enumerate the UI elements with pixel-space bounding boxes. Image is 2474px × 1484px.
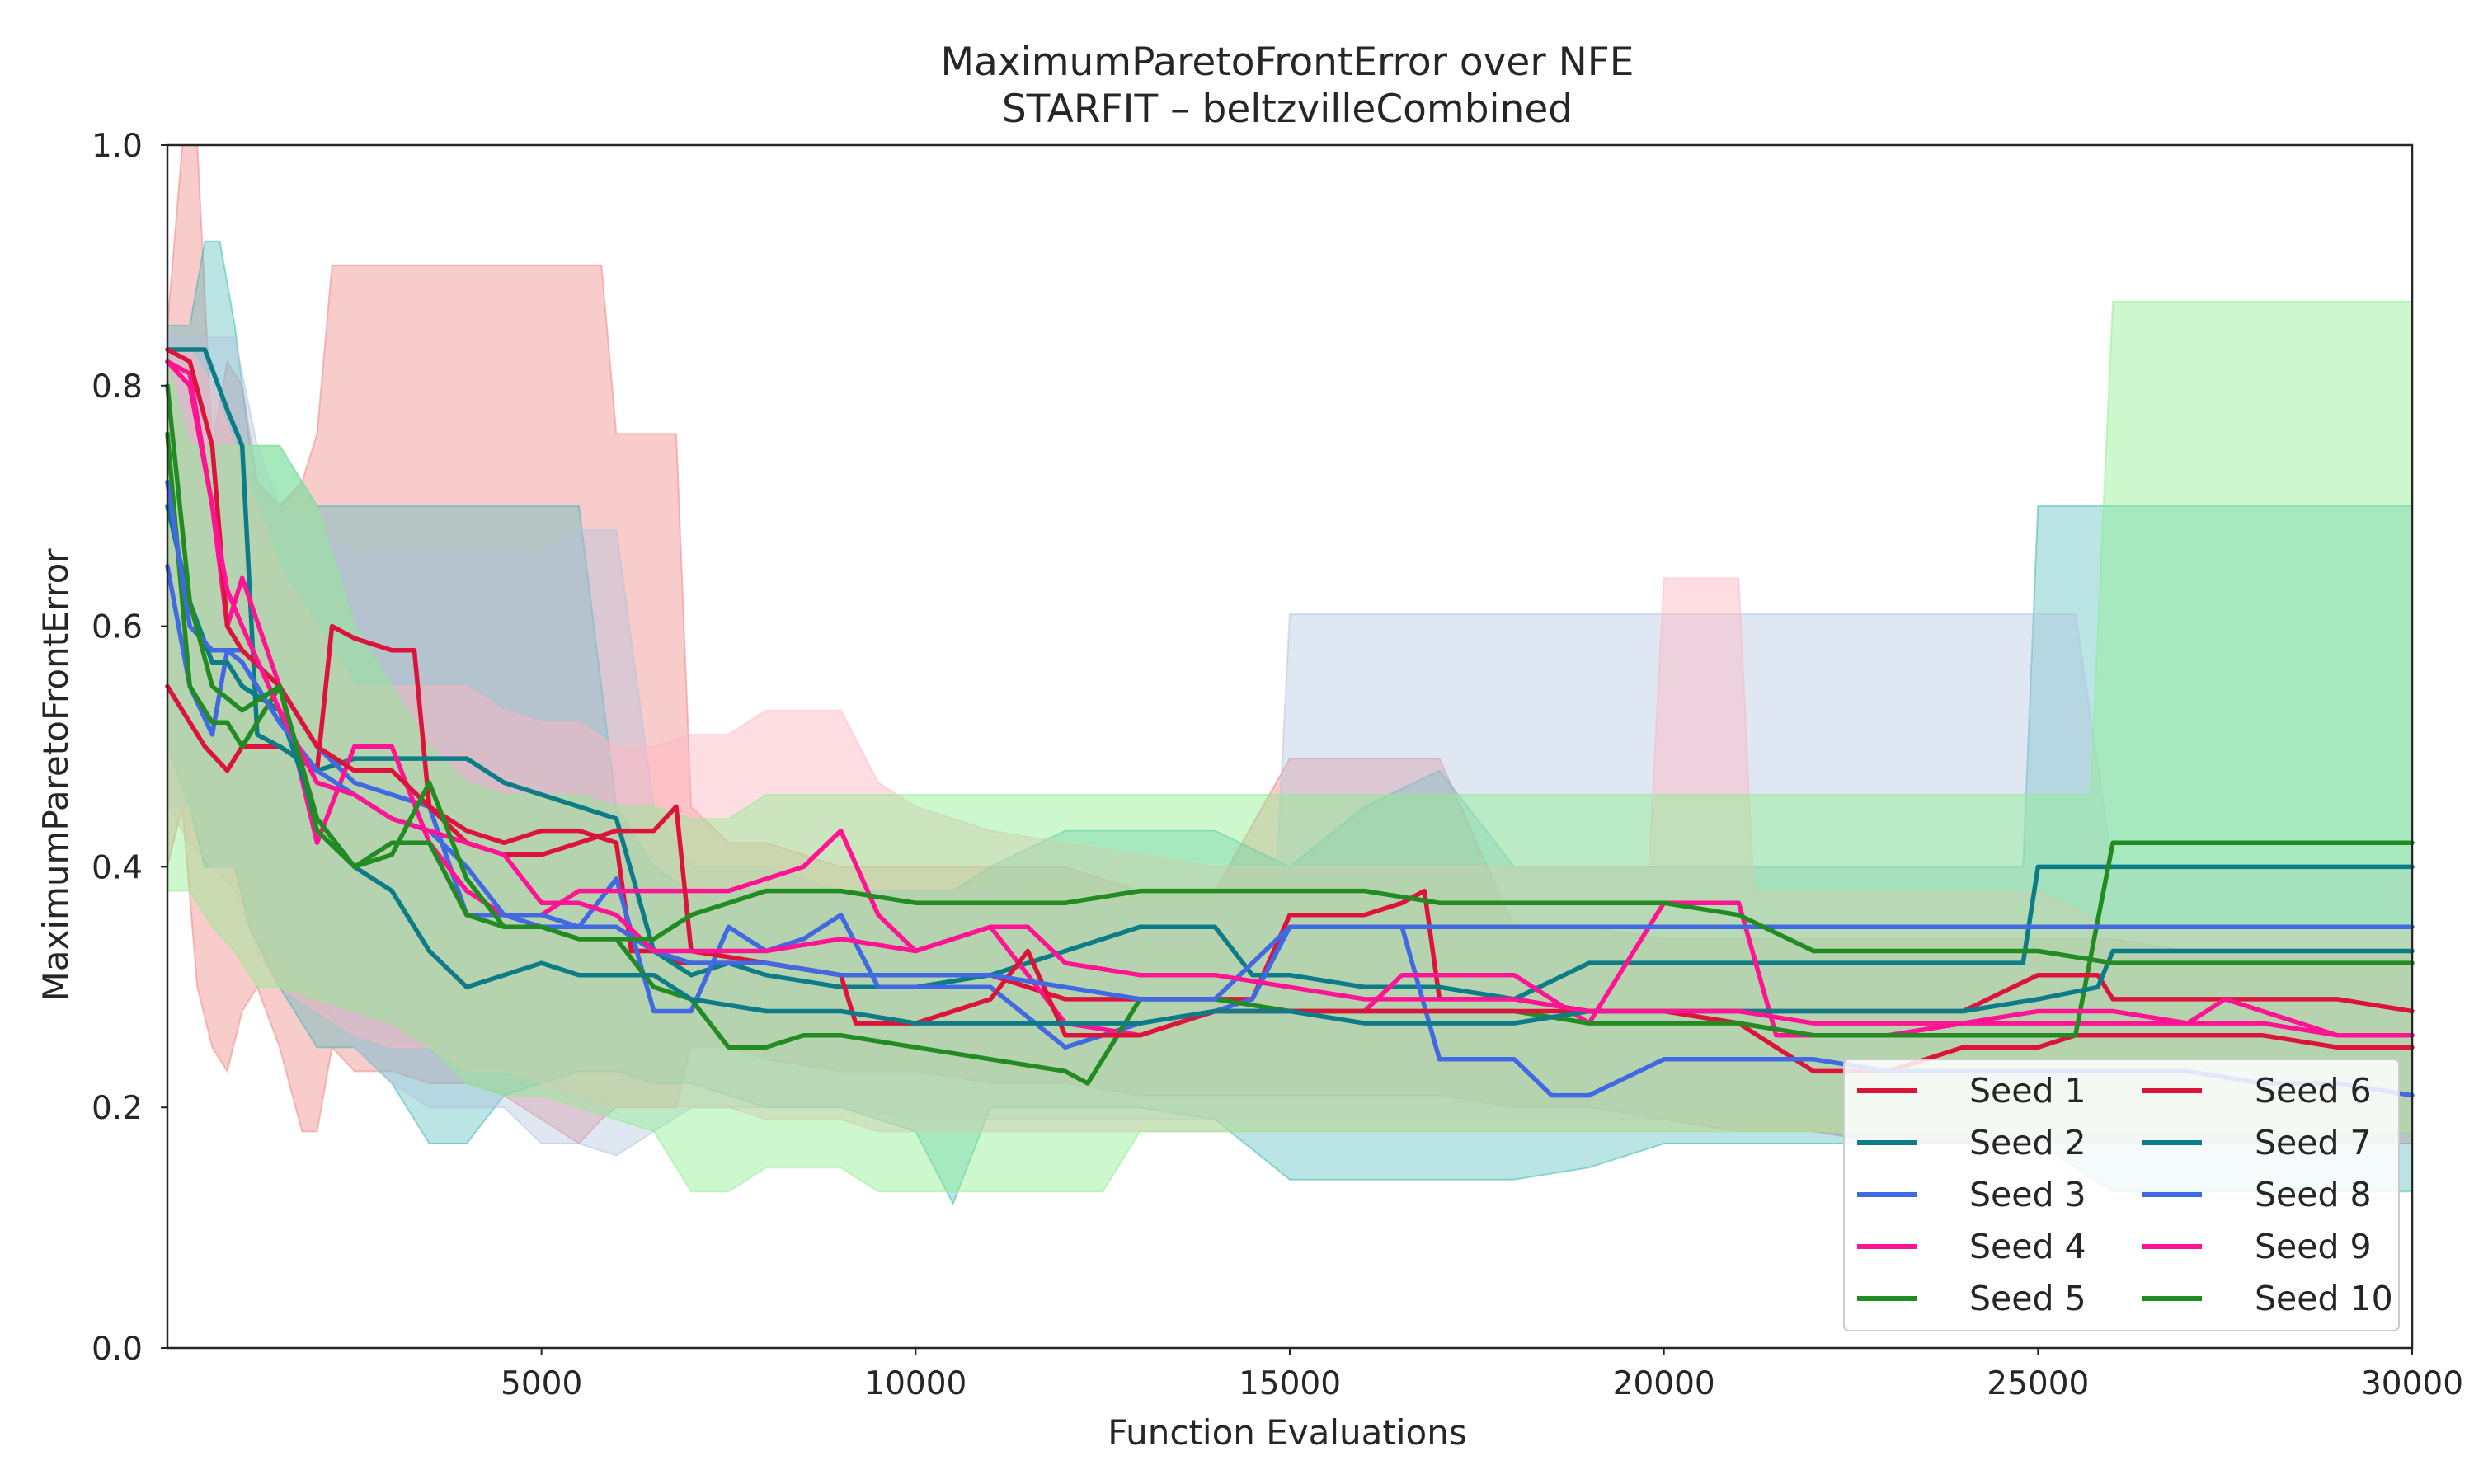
x-tick-label: 10000: [864, 1365, 967, 1402]
x-axis-label: Function Evaluations: [1108, 1412, 1466, 1453]
legend-label: Seed 8: [2255, 1175, 2372, 1214]
x-tick-label: 5000: [501, 1365, 582, 1402]
y-axis-ticks: 0.0 0.2 0.4 0.6 0.8 1.0: [92, 128, 167, 1368]
y-tick-label: 0.6: [92, 609, 143, 646]
x-axis-ticks: 5000 10000 15000 20000 25000 30000: [501, 1348, 2463, 1402]
y-tick-label: 1.0: [92, 128, 143, 165]
series-line-seed-8: [165, 479, 2415, 1002]
confidence-bands: [167, 144, 2413, 1206]
legend-label: Seed 4: [1969, 1227, 2086, 1266]
chart-subtitle: STARFIT – beltzvilleCombined: [1002, 87, 1573, 132]
legend: Seed 1 Seed 2 Seed 3 Seed 4 Seed 5 Seed 6 Seed…: [1843, 1059, 2400, 1331]
legend-label: Seed 6: [2255, 1071, 2372, 1111]
legend-label: Seed 10: [2255, 1279, 2393, 1318]
legend-box: [1843, 1059, 2400, 1331]
y-tick-label: 0.4: [92, 849, 143, 886]
legend-label: Seed 5: [1969, 1279, 2086, 1318]
series-line-seed-9: [165, 359, 2415, 1038]
y-tick-label: 0.8: [92, 369, 143, 406]
legend-label: Seed 7: [2255, 1123, 2372, 1162]
x-tick-label: 20000: [1613, 1365, 1715, 1402]
y-tick-label: 0.2: [92, 1090, 143, 1127]
y-tick-label: 0.0: [92, 1331, 143, 1368]
x-tick-label: 25000: [1987, 1365, 2089, 1402]
chart-title: MaximumParetoFrontError over NFE: [940, 40, 1634, 85]
legend-label: Seed 1: [1969, 1071, 2086, 1111]
x-tick-label: 15000: [1239, 1365, 1341, 1402]
legend-label: Seed 9: [2255, 1227, 2372, 1266]
series-line-seed-10: [165, 383, 2415, 965]
legend-items: Seed 1 Seed 2 Seed 3 Seed 4 Seed 5 Seed 6 Seed…: [1857, 1071, 2393, 1318]
legend-label: Seed 3: [1969, 1175, 2086, 1214]
y-axis-label: MaximumParetoFrontError: [35, 548, 76, 1002]
legend-label: Seed 2: [1969, 1123, 2086, 1162]
x-tick-label: 30000: [2361, 1365, 2463, 1402]
